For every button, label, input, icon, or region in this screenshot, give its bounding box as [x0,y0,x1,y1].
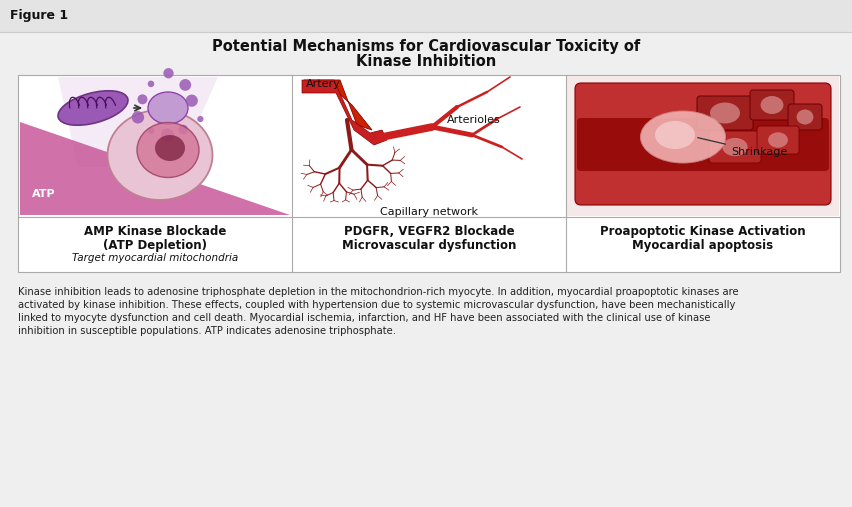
Ellipse shape [107,110,212,200]
Polygon shape [58,77,218,167]
Circle shape [147,81,154,87]
Circle shape [163,68,174,79]
Circle shape [131,111,144,124]
Text: inhibition in susceptible populations. ATP indicates adenosine triphosphate.: inhibition in susceptible populations. A… [18,326,395,336]
Text: ATP: ATP [32,189,55,199]
FancyBboxPatch shape [696,96,752,130]
Text: Myocardial apoptosis: Myocardial apoptosis [631,239,773,252]
Ellipse shape [640,111,725,163]
Text: (ATP Depletion): (ATP Depletion) [103,239,207,252]
Polygon shape [20,122,290,215]
Ellipse shape [722,138,746,156]
Text: Target myocardial mitochondria: Target myocardial mitochondria [72,253,238,263]
Text: AMP Kinase Blockade: AMP Kinase Blockade [83,225,226,238]
Ellipse shape [709,102,740,124]
Ellipse shape [760,96,782,114]
Text: Proapoptotic Kinase Activation: Proapoptotic Kinase Activation [600,225,805,238]
FancyBboxPatch shape [749,90,793,120]
Bar [567,76,838,216]
Circle shape [137,94,147,104]
Ellipse shape [155,135,185,161]
FancyBboxPatch shape [787,104,821,130]
Circle shape [161,129,174,142]
Circle shape [178,125,187,134]
Ellipse shape [148,92,187,124]
Text: Artery: Artery [306,79,340,89]
Bar [0,0,852,32]
Ellipse shape [137,123,199,177]
Circle shape [147,127,154,134]
Text: PDGFR, VEGFR2 Blockade: PDGFR, VEGFR2 Blockade [343,225,514,238]
Circle shape [197,116,204,122]
Text: Arterioles: Arterioles [446,115,500,125]
FancyBboxPatch shape [708,131,760,163]
Text: Figure 1: Figure 1 [10,10,68,22]
Text: Capillary network: Capillary network [379,207,477,217]
Polygon shape [302,80,387,145]
Circle shape [179,79,191,91]
Text: Kinase inhibition leads to adenosine triphosphate depletion in the mitochondrion: Kinase inhibition leads to adenosine tri… [18,287,738,297]
FancyBboxPatch shape [576,118,828,171]
Circle shape [186,94,198,107]
FancyBboxPatch shape [756,126,798,154]
Ellipse shape [58,91,128,125]
Ellipse shape [767,132,787,148]
Text: Shrinkage: Shrinkage [697,137,786,157]
Bar [18,75,839,272]
Ellipse shape [654,121,694,149]
Text: Potential Mechanisms for Cardiovascular Toxicity of: Potential Mechanisms for Cardiovascular … [211,40,639,54]
Text: linked to myocyte dysfunction and cell death. Myocardial ischemia, infarction, a: linked to myocyte dysfunction and cell d… [18,313,710,323]
Text: Kinase Inhibition: Kinase Inhibition [355,54,496,68]
Text: activated by kinase inhibition. These effects, coupled with hypertension due to : activated by kinase inhibition. These ef… [18,300,734,310]
FancyBboxPatch shape [574,83,830,205]
Text: Microvascular dysfunction: Microvascular dysfunction [342,239,515,252]
Ellipse shape [796,110,813,125]
Polygon shape [303,80,371,130]
